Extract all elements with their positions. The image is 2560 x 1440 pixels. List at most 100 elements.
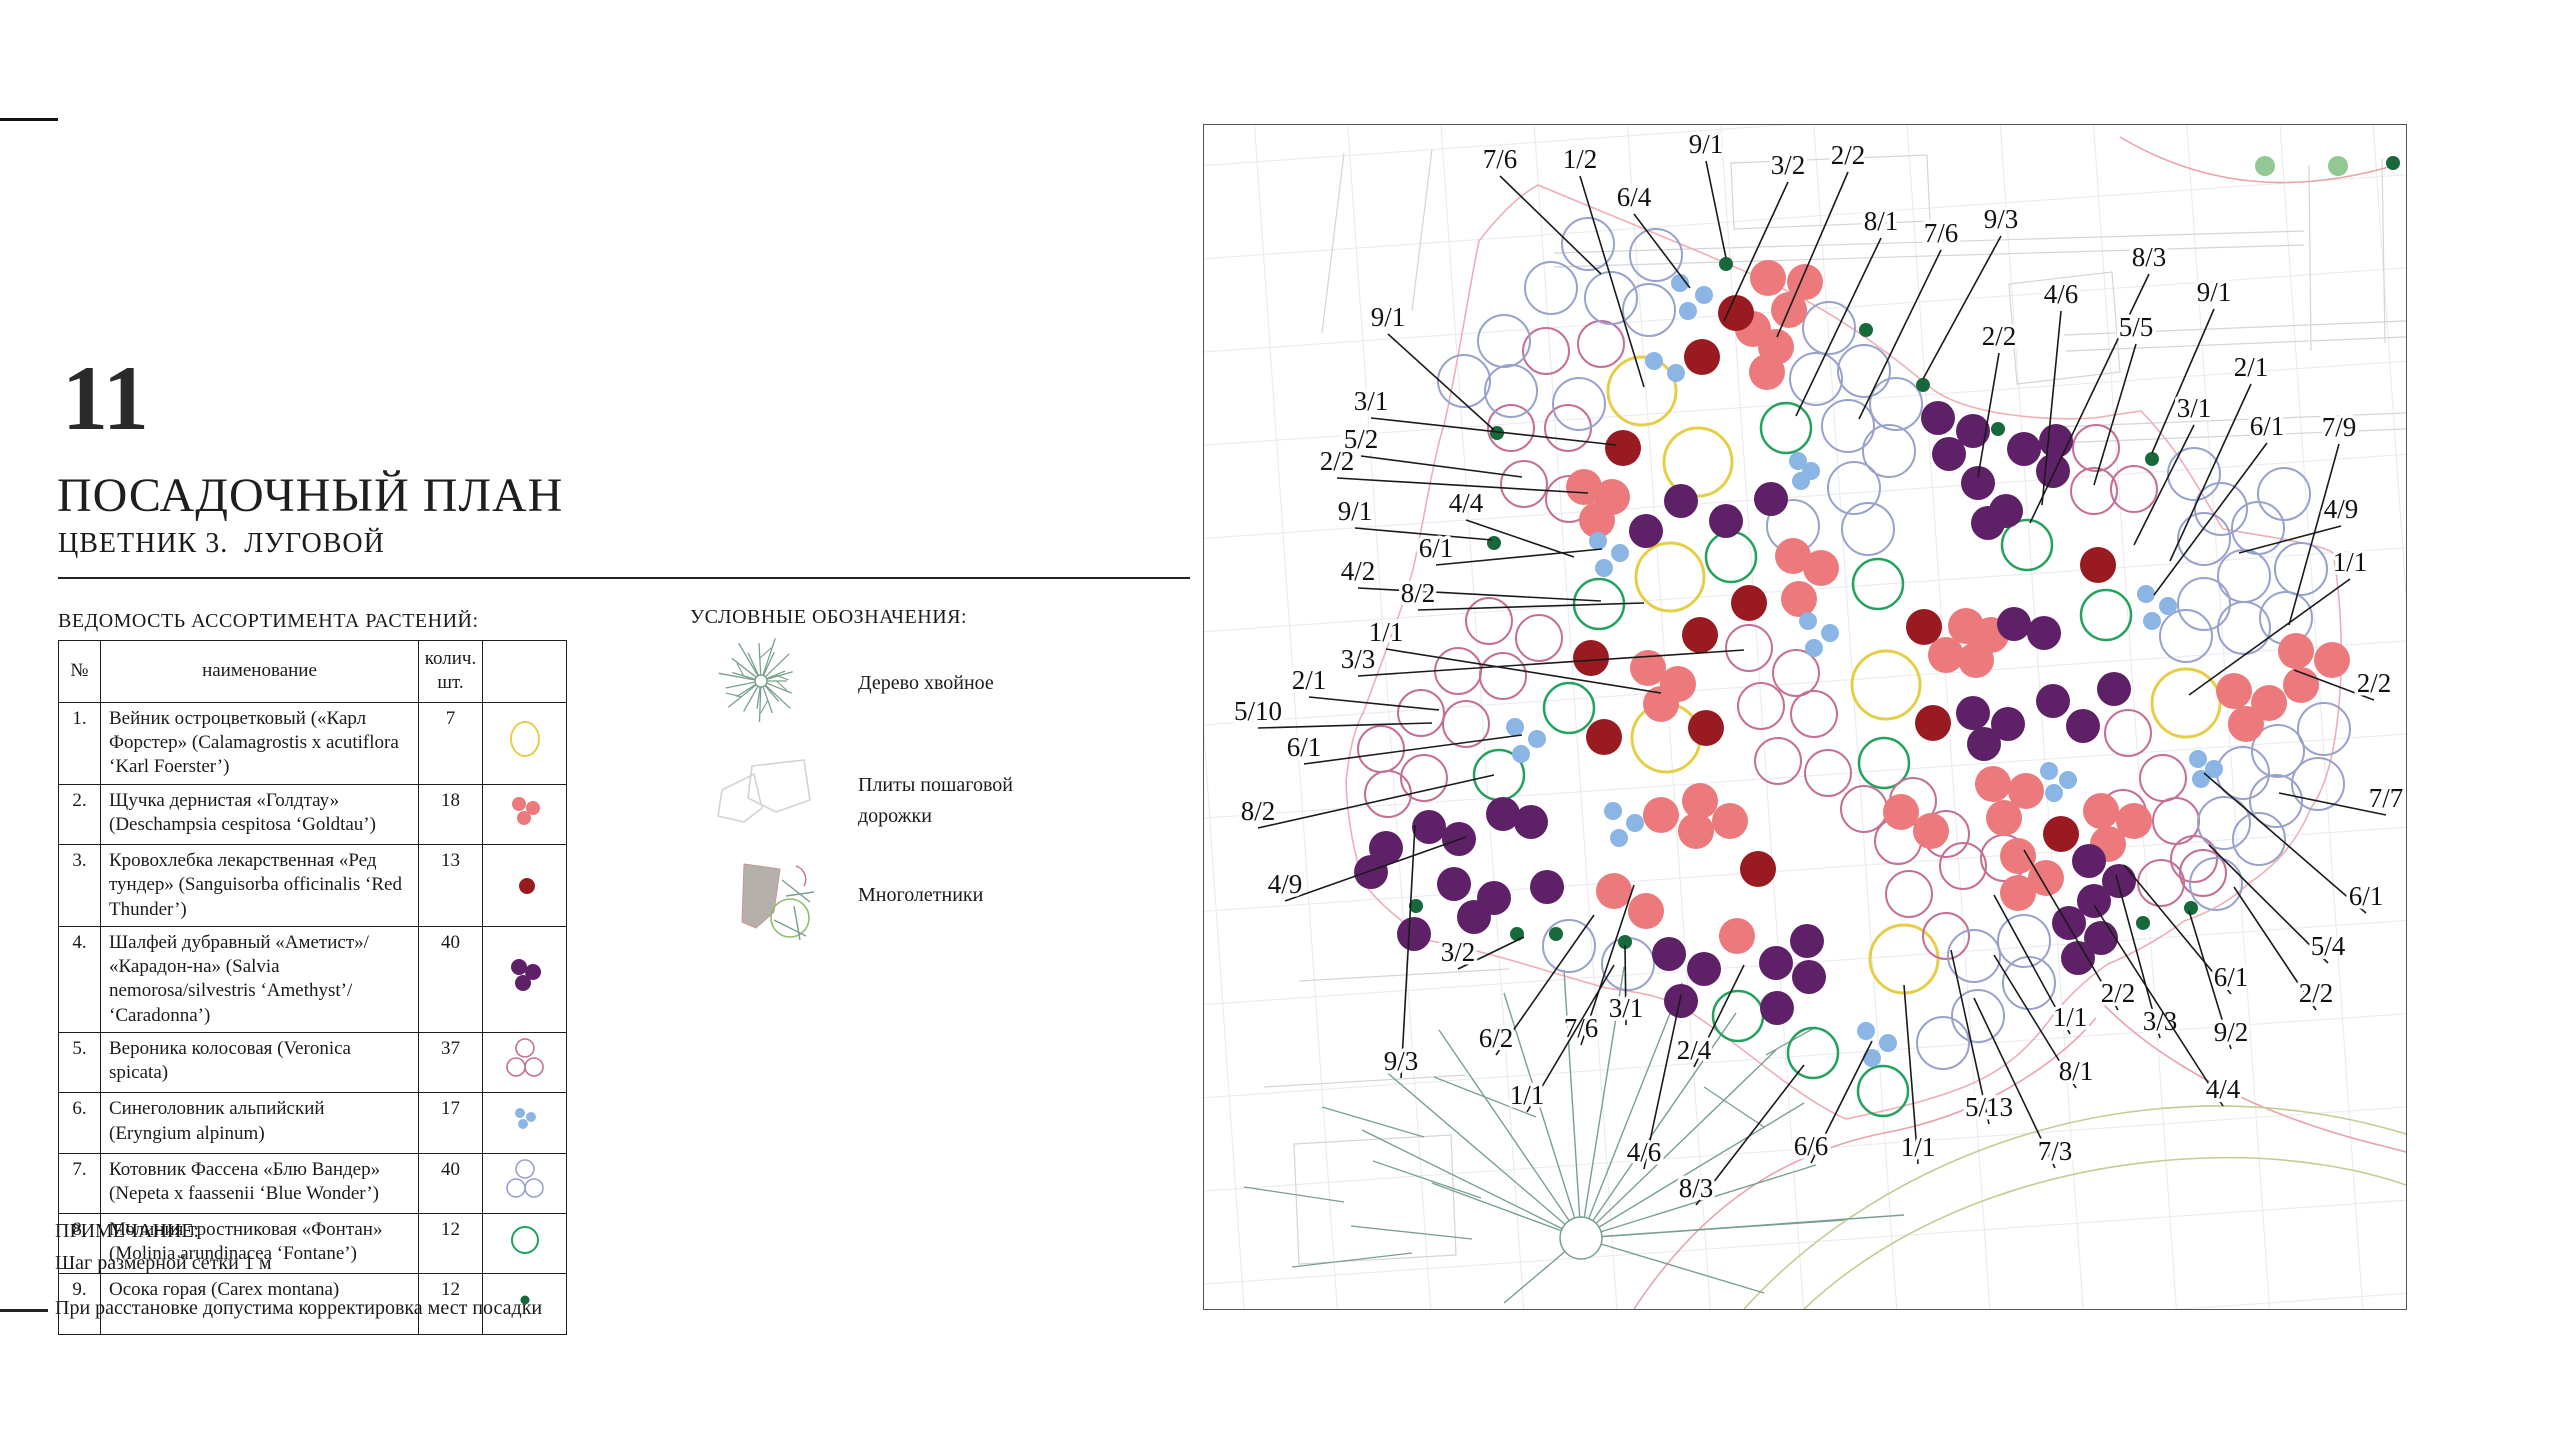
- leader-line: [2288, 443, 2340, 626]
- darkred-dot: [1605, 430, 1641, 466]
- plant-group-label: 9/3: [1984, 204, 2019, 234]
- plant-symbol-salvia: [510, 958, 541, 991]
- carex-dot: [2145, 452, 2159, 466]
- plant-group-label: 3/1: [2177, 393, 2212, 423]
- plant-symbol-cell: [482, 1032, 567, 1094]
- architecture-line: [2055, 428, 2407, 444]
- leader-line: [1950, 949, 1990, 1125]
- plant-group-label: 2/2: [1320, 446, 1355, 476]
- nepeta-ring: [1837, 344, 1891, 398]
- veronica-ring: [1922, 912, 1970, 960]
- leader-line: [1385, 648, 1662, 694]
- purple-dot: [1709, 504, 1743, 538]
- leader-line: [1357, 649, 1745, 677]
- plant-group-label: 6/1: [2214, 962, 2249, 992]
- nepeta-ring: [2197, 796, 2251, 850]
- plant-group-label: 8/3: [1679, 1173, 1714, 1203]
- nepeta-ring: [2274, 542, 2328, 596]
- leader-line: [1357, 587, 1602, 602]
- leader-line: [1303, 734, 1523, 765]
- blue-dot: [1645, 352, 1663, 370]
- salmon-dot: [2116, 803, 2152, 839]
- plant-group-label: 3/2: [1771, 150, 1806, 180]
- plant-group-label: 8/1: [1864, 206, 1899, 236]
- veronica-ring: [1804, 749, 1852, 797]
- salmon-dot: [2028, 860, 2064, 896]
- tree-needle: [1383, 1069, 1582, 1239]
- plant-group-label: 9/3: [1384, 1046, 1419, 1076]
- purple-dot: [2102, 864, 2136, 898]
- molinia-ring: [1857, 736, 1911, 790]
- nepeta-ring: [2177, 512, 2231, 566]
- row-number: 2.: [58, 783, 101, 845]
- blue-dot: [2205, 760, 2223, 778]
- plant-group-label: 7/3: [2038, 1136, 2073, 1166]
- salmon-dot: [1928, 637, 1964, 673]
- blue-dot: [1595, 559, 1613, 577]
- veronica-ring: [1397, 689, 1445, 737]
- plant-group-label: 5/2: [1344, 424, 1379, 454]
- purple-dot: [1397, 917, 1431, 951]
- leader-line: [2029, 273, 2150, 524]
- darkred-dot: [1915, 705, 1951, 741]
- leader-line: [1257, 722, 1433, 729]
- molinia-ring: [1759, 401, 1813, 455]
- purple-dot: [2036, 684, 2070, 718]
- path-curve: [2100, 1001, 2407, 1153]
- plant-group-label: 8/2: [1241, 796, 1276, 826]
- leader-line: [1903, 984, 1919, 1165]
- legend-label-slabs: Плиты пошаговой дорожки: [858, 774, 1013, 827]
- plant-group-label: 2/2: [2357, 668, 2392, 698]
- note-margin-dash: [0, 1309, 48, 1312]
- nepeta-ring: [2177, 577, 2231, 631]
- sheet-number: 11: [62, 347, 149, 449]
- plant-group-label: 4/4: [1449, 488, 1484, 518]
- molinia-ring: [1856, 1064, 1910, 1118]
- nepeta-ring: [2231, 501, 2285, 555]
- darkred-dot: [1684, 339, 1720, 375]
- darkred-dot: [1740, 851, 1776, 887]
- plant-group-label: 1/1: [1369, 617, 1404, 647]
- salmon-dot: [1775, 538, 1811, 574]
- needle-tuft: [1291, 1252, 1413, 1268]
- darkred-dot: [1718, 295, 1754, 331]
- salmon-dot: [1750, 260, 1786, 296]
- purple-dot: [1664, 984, 1698, 1018]
- purple-dot: [1514, 805, 1548, 839]
- nepeta-ring: [1789, 352, 1843, 406]
- needle-tuft: [1350, 1225, 1473, 1240]
- plant-symbol-calamagrostis: [509, 721, 540, 758]
- carex-dot: [1510, 927, 1524, 941]
- leader-line: [1810, 1040, 1873, 1164]
- darkred-dot: [1731, 585, 1767, 621]
- purple-dot: [2027, 616, 2061, 650]
- nepeta-ring: [2251, 724, 2305, 778]
- blue-dot: [1857, 1022, 1875, 1040]
- blue-dot: [2059, 771, 2077, 789]
- veronica-ring: [1487, 404, 1535, 452]
- lightgreen-dot: [2255, 156, 2275, 176]
- salmon-dot: [1579, 502, 1615, 538]
- salmon-dot: [2000, 875, 2036, 911]
- leader-line: [1993, 954, 2077, 1089]
- needle-tuft: [1321, 1106, 1425, 1138]
- purple-dot: [1790, 924, 1824, 958]
- purple-dot: [2052, 906, 2086, 940]
- darkred-dot: [1586, 719, 1622, 755]
- veronica-ring: [2139, 754, 2187, 802]
- blue-dot: [1789, 452, 1807, 470]
- calamagrostis-ring: [1606, 355, 1678, 427]
- nepeta-ring: [1437, 354, 1491, 408]
- plant-group-label: 3/1: [1609, 993, 1644, 1023]
- purple-dot: [1457, 900, 1491, 934]
- salmon-dot: [2000, 838, 2036, 874]
- plant-group-label: 9/1: [1371, 302, 1406, 332]
- nepeta-ring: [2257, 467, 2311, 521]
- salmon-dot: [1975, 766, 2011, 802]
- purple-dot: [1932, 437, 1966, 471]
- darkred-dot: [1682, 617, 1718, 653]
- tree-trunk: [1559, 1216, 1603, 1260]
- molinia-ring: [1851, 557, 1905, 611]
- path-curve-olive: [1743, 1105, 2407, 1310]
- plant-qty: 37: [418, 1032, 483, 1094]
